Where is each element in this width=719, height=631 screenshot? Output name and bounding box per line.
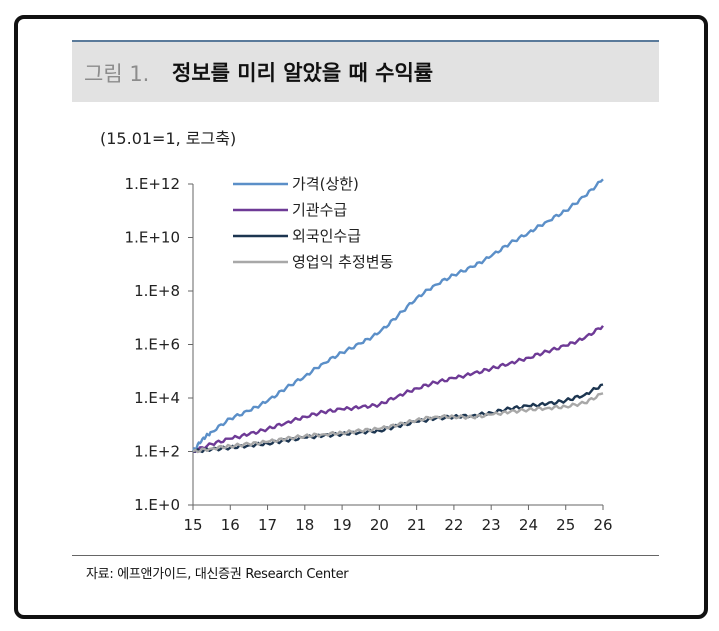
chart-lines [191, 178, 604, 454]
x-tick-label: 23 [482, 516, 501, 534]
y-tick-label: 1.E+10 [125, 229, 180, 247]
figure-number: 그림 1. [84, 62, 150, 86]
x-tick-label: 21 [407, 516, 426, 534]
x-tick-label: 15 [183, 516, 202, 534]
x-tick-label: 17 [258, 516, 277, 534]
x-tick-label: 19 [333, 516, 352, 534]
x-tick-label: 25 [556, 516, 575, 534]
x-tick-label: 22 [444, 516, 463, 534]
legend-label: 영업익 추정변동 [292, 253, 394, 271]
y-tick-label: 1.E+0 [134, 496, 180, 514]
source-divider [72, 555, 659, 556]
unit-note: (15.01=1, 로그축) [100, 129, 237, 148]
y-tick-label: 1.E+8 [134, 282, 180, 300]
y-tick-label: 1.E+4 [134, 389, 180, 407]
y-tick-label: 1.E+12 [125, 175, 180, 193]
figure-title: 정보를 미리 알았을 때 수익률 [172, 61, 434, 85]
legend-label: 외국인수급 [292, 227, 361, 245]
y-tick-label: 1.E+6 [134, 336, 180, 354]
figure-title-bar: 그림 1. 정보를 미리 알았을 때 수익률 [72, 40, 659, 102]
series-line [192, 392, 604, 454]
y-tick-label: 1.E+2 [134, 443, 180, 461]
x-tick-label: 24 [519, 516, 538, 534]
chart-axes: 1.E+0 1.E+2 1.E+4 1.E+6 1.E+8 1.E+10 1.E+12 15 1… [125, 175, 613, 534]
series-line [192, 325, 604, 453]
x-tick-label: 20 [370, 516, 389, 534]
x-tick-label: 18 [295, 516, 314, 534]
x-tick-label: 16 [221, 516, 240, 534]
legend-label: 기관수급 [292, 201, 347, 219]
source-note: 자료: 에프앤가이드, 대신증권 Research Center [86, 567, 349, 582]
figure-frame [14, 15, 708, 619]
legend-label: 가격(상한) [292, 175, 359, 193]
x-tick-label: 26 [593, 516, 612, 534]
series-line [191, 178, 604, 452]
